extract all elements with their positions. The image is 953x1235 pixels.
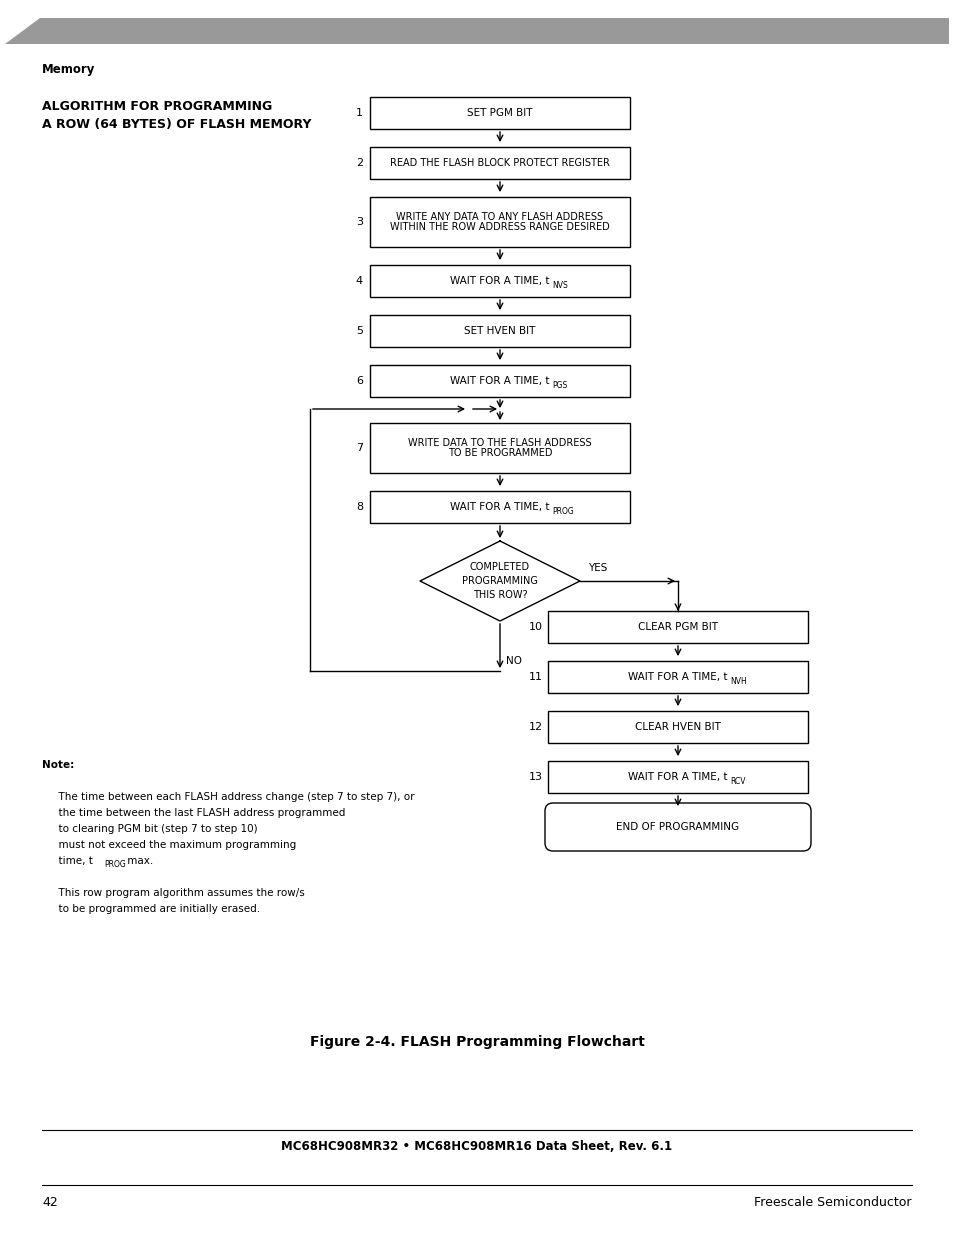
Bar (370, 492, 629, 522)
Text: This row program algorithm assumes the row/s: This row program algorithm assumes the r… (52, 888, 304, 898)
Bar (370, 266, 629, 296)
Text: 7: 7 (355, 443, 363, 453)
Text: PGS: PGS (552, 380, 567, 389)
Text: SET PGM BIT: SET PGM BIT (467, 107, 532, 119)
Text: PROGRAMMING: PROGRAMMING (461, 576, 537, 585)
Text: WRITE DATA TO THE FLASH ADDRESS: WRITE DATA TO THE FLASH ADDRESS (408, 438, 591, 448)
Text: 13: 13 (529, 772, 542, 782)
Bar (370, 147, 629, 179)
Text: 4: 4 (355, 275, 363, 287)
Text: to be programmed are initially erased.: to be programmed are initially erased. (52, 904, 260, 914)
Bar (370, 98, 629, 128)
Text: 2: 2 (355, 158, 363, 168)
Text: YES: YES (587, 563, 607, 573)
Text: time, t: time, t (52, 856, 92, 866)
Text: PROG: PROG (104, 860, 126, 869)
Text: 12: 12 (528, 722, 542, 732)
Text: ALGORITHM FOR PROGRAMMING: ALGORITHM FOR PROGRAMMING (42, 100, 272, 112)
Bar (547, 611, 807, 643)
Text: MC68HC908MR32 • MC68HC908MR16 Data Sheet, Rev. 6.1: MC68HC908MR32 • MC68HC908MR16 Data Sheet… (281, 1140, 672, 1153)
Text: WITHIN THE ROW ADDRESS RANGE DESIRED: WITHIN THE ROW ADDRESS RANGE DESIRED (390, 222, 609, 232)
Text: TO BE PROGRAMMED: TO BE PROGRAMMED (447, 448, 552, 458)
Text: CLEAR HVEN BIT: CLEAR HVEN BIT (635, 722, 720, 732)
Text: PROG: PROG (552, 506, 573, 515)
Text: max.: max. (124, 856, 153, 866)
Text: 5: 5 (355, 326, 363, 336)
Text: WAIT FOR A TIME, t: WAIT FOR A TIME, t (628, 672, 727, 682)
Text: WAIT FOR A TIME, t: WAIT FOR A TIME, t (628, 772, 727, 782)
Bar (370, 424, 629, 473)
Text: Memory: Memory (42, 63, 95, 77)
Text: A ROW (64 BYTES) OF FLASH MEMORY: A ROW (64 BYTES) OF FLASH MEMORY (42, 119, 312, 131)
Bar (370, 366, 629, 396)
Text: WRITE ANY DATA TO ANY FLASH ADDRESS: WRITE ANY DATA TO ANY FLASH ADDRESS (396, 212, 603, 222)
Text: 42: 42 (42, 1195, 58, 1209)
Text: Freescale Semiconductor: Freescale Semiconductor (754, 1195, 911, 1209)
Text: NO: NO (505, 656, 521, 666)
Bar (547, 711, 807, 743)
Text: 6: 6 (355, 375, 363, 387)
Bar (370, 198, 629, 247)
Text: RCV: RCV (729, 777, 744, 785)
Text: SET HVEN BIT: SET HVEN BIT (464, 326, 536, 336)
Text: The time between each FLASH address change (step 7 to step 7), or: The time between each FLASH address chan… (52, 792, 414, 802)
Text: WAIT FOR A TIME, t: WAIT FOR A TIME, t (450, 375, 549, 387)
Text: the time between the last FLASH address programmed: the time between the last FLASH address … (52, 808, 345, 818)
Text: COMPLETED: COMPLETED (470, 562, 530, 572)
Text: 10: 10 (529, 622, 542, 632)
Bar (547, 761, 807, 793)
Text: 8: 8 (355, 501, 363, 513)
Text: END OF PROGRAMMING: END OF PROGRAMMING (616, 823, 739, 832)
Bar (547, 661, 807, 693)
Polygon shape (5, 19, 948, 44)
Text: NVS: NVS (552, 280, 567, 289)
Text: THIS ROW?: THIS ROW? (472, 590, 527, 600)
Text: must not exceed the maximum programming: must not exceed the maximum programming (52, 840, 296, 850)
Text: CLEAR PGM BIT: CLEAR PGM BIT (638, 622, 718, 632)
Text: WAIT FOR A TIME, t: WAIT FOR A TIME, t (450, 275, 549, 287)
Text: NVH: NVH (729, 677, 746, 685)
FancyBboxPatch shape (544, 803, 810, 851)
Bar (370, 315, 629, 347)
Text: 3: 3 (355, 217, 363, 227)
Text: Figure 2-4. FLASH Programming Flowchart: Figure 2-4. FLASH Programming Flowchart (309, 1035, 644, 1049)
Text: READ THE FLASH BLOCK PROTECT REGISTER: READ THE FLASH BLOCK PROTECT REGISTER (390, 158, 609, 168)
Text: 11: 11 (529, 672, 542, 682)
Text: WAIT FOR A TIME, t: WAIT FOR A TIME, t (450, 501, 549, 513)
Text: to clearing PGM bit (step 7 to step 10): to clearing PGM bit (step 7 to step 10) (52, 824, 257, 834)
Text: 1: 1 (355, 107, 363, 119)
Text: Note:: Note: (42, 760, 74, 769)
Polygon shape (5, 19, 40, 44)
